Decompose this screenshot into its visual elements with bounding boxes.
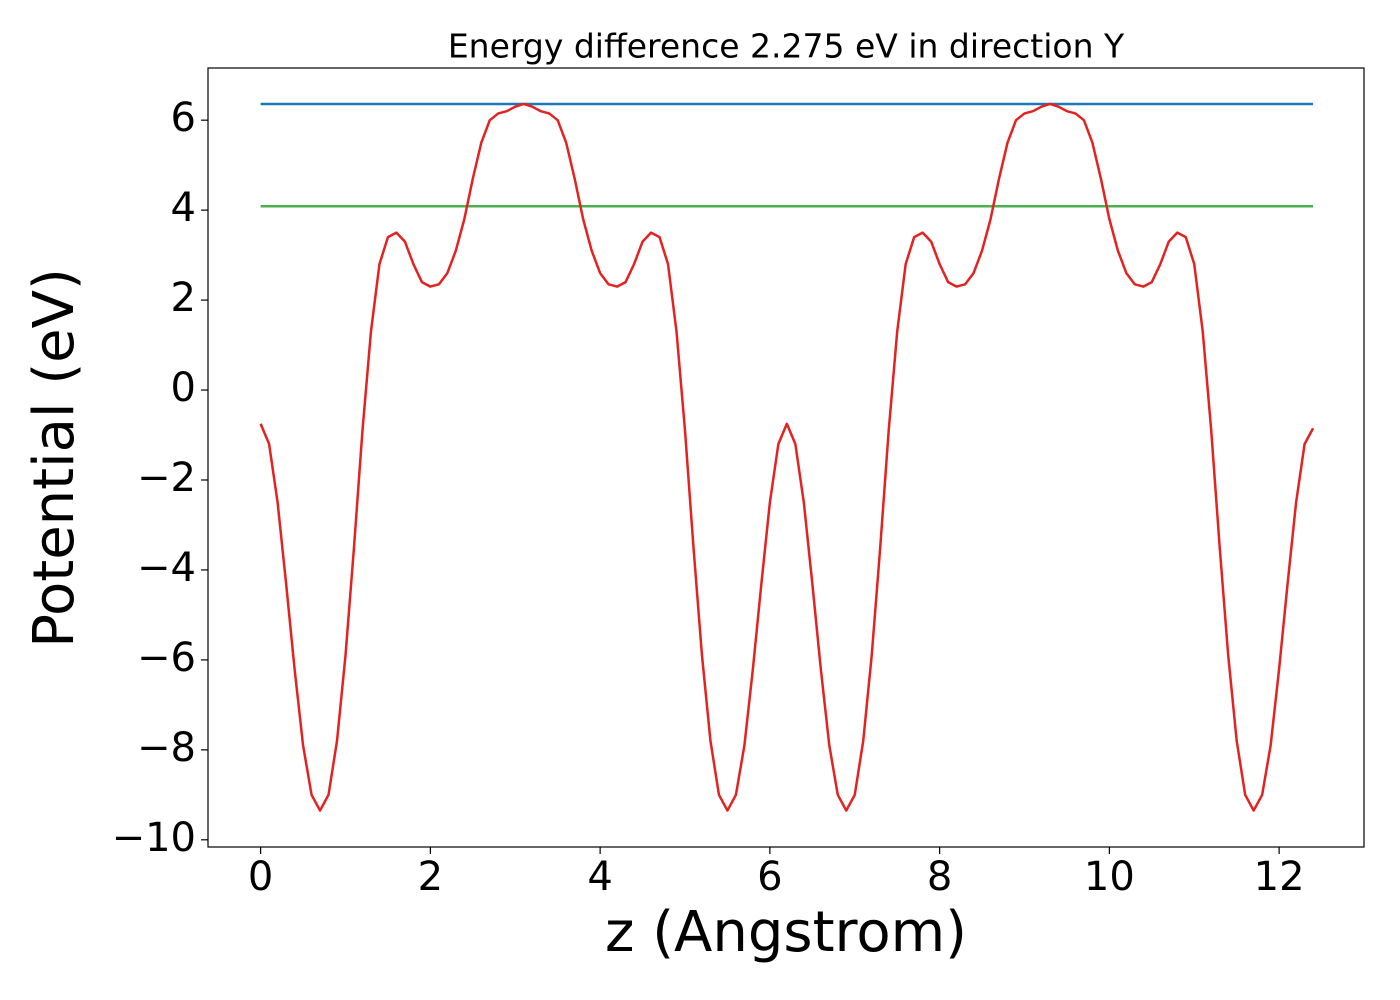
x-axis-label: z (Angstrom) [605, 900, 967, 965]
x-tick-label: 6 [757, 854, 782, 900]
y-tick-label: −2 [137, 455, 196, 501]
y-tick-label: −6 [137, 635, 196, 681]
x-tick-label: 10 [1084, 854, 1135, 900]
y-tick-label: 0 [171, 365, 196, 411]
series-line [259, 102, 1315, 812]
y-tick-label: 4 [171, 185, 196, 231]
x-tick-label: 8 [927, 854, 952, 900]
plot-frame [207, 67, 1365, 848]
y-tick-label: −4 [137, 545, 196, 591]
y-tick-label: −10 [112, 815, 196, 861]
y-axis-label: Potential (eV) [22, 268, 87, 648]
x-tick-label: 4 [587, 854, 612, 900]
x-tick-label: 2 [418, 854, 443, 900]
chart-title: Energy difference 2.275 eV in direction … [448, 27, 1125, 66]
x-tick-label: 12 [1254, 854, 1305, 900]
y-tick-label: 2 [171, 275, 196, 321]
y-tick-label: −8 [137, 725, 196, 771]
y-tick-label: 6 [171, 95, 196, 141]
x-tick-label: 0 [248, 854, 273, 900]
